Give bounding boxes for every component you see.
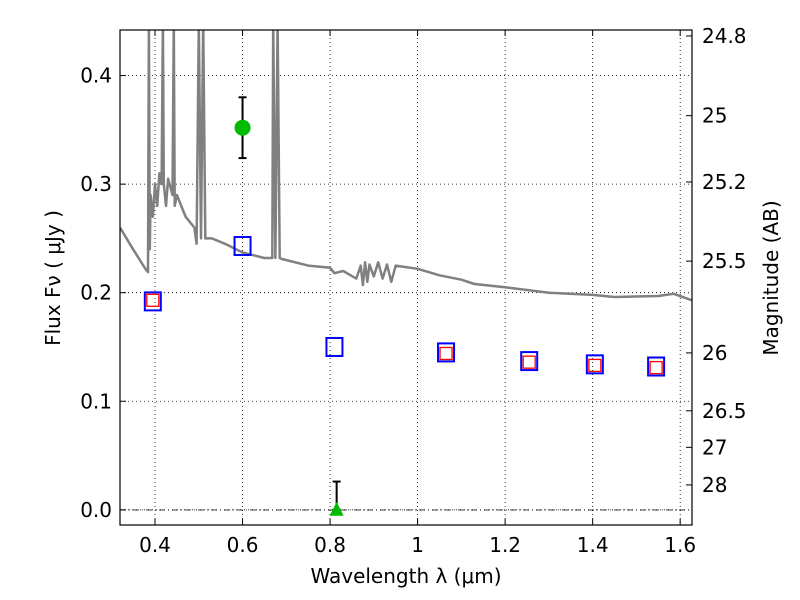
x-tick-label: 0.8 (314, 533, 346, 557)
y2-tick-label: 25.5 (702, 249, 747, 273)
upper-limit-point (329, 501, 344, 516)
y2-tick-label: 28 (702, 473, 727, 497)
model-point (520, 351, 539, 372)
y-tick-label: 0.3 (80, 172, 112, 196)
model-point (233, 236, 252, 257)
plot-frame (119, 29, 693, 526)
y-tick-label: 0.4 (80, 64, 112, 88)
x-tick-label: 1 (411, 533, 424, 557)
x-tick-label: 1.4 (577, 533, 609, 557)
detection-point (234, 119, 251, 136)
y-tick-label: 0.1 (80, 389, 112, 413)
model-point (647, 356, 666, 377)
x-axis-label: Wavelength λ (μm) (310, 564, 501, 588)
observed-point (439, 346, 453, 361)
y2-tick-label: 26 (702, 341, 727, 365)
y2-tick-label: 26.5 (702, 399, 747, 423)
y2-axis-label: Magnitude (AB) (759, 200, 783, 355)
model-point (325, 336, 344, 357)
x-tick-label: 1.6 (664, 533, 696, 557)
sed-line (120, 30, 692, 302)
model-point (143, 291, 162, 312)
axes: 0.4 0.6 0.8 1 1.2 1.4 1.6 0.0 0.1 0.2 0.3 0.4 24.8 25… (80, 24, 746, 557)
grid-lines (120, 30, 692, 525)
model-point (437, 342, 456, 363)
plot-marks (120, 30, 692, 302)
observed-point (649, 360, 663, 375)
y2-tick-label: 24.8 (702, 24, 747, 48)
model-point (585, 354, 604, 375)
y-tick-label: 0.2 (80, 281, 112, 305)
markers (143, 96, 666, 516)
x-tick-label: 0.6 (227, 533, 259, 557)
observed-point (522, 355, 536, 369)
y2-tick-label: 25 (702, 104, 727, 128)
observed-point (146, 293, 160, 307)
observed-point (588, 358, 602, 373)
y2-tick-label: 27 (702, 435, 727, 459)
y2-tick-label: 25.2 (702, 170, 747, 194)
x-tick-label: 1.2 (489, 533, 521, 557)
y-axis-label: Flux Fν ( μJy ) (41, 210, 65, 346)
x-tick-label: 0.4 (139, 533, 171, 557)
y-tick-label: 0.0 (80, 498, 112, 522)
